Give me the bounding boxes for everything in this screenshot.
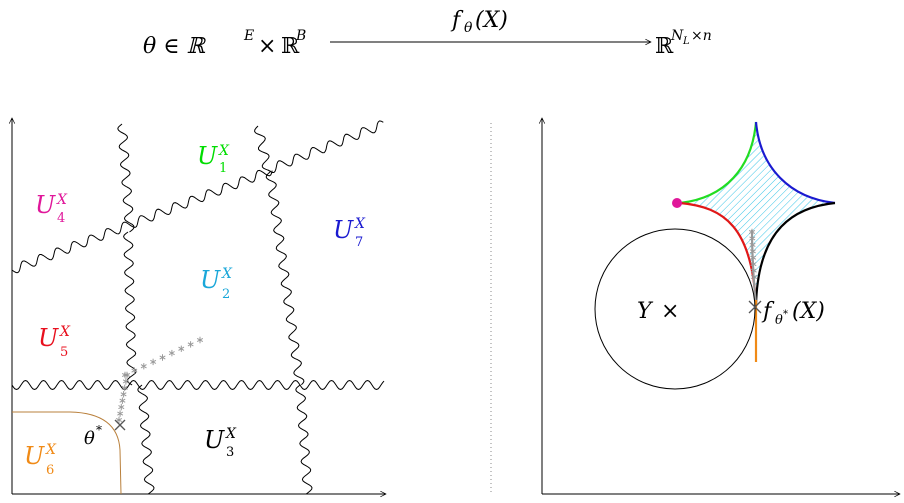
vertex-dot (672, 198, 682, 208)
output-star (750, 267, 757, 274)
region-label-u5: U 5 X (38, 324, 71, 360)
u4-sup: X (56, 192, 68, 208)
path-star (140, 363, 147, 370)
codomain-sup-rest: ×n (691, 28, 712, 44)
boundary-u5-u2 (123, 231, 137, 386)
output-path-stars (748, 228, 758, 281)
u5-letter: U (38, 324, 59, 352)
codomain-label: ℝ (655, 34, 674, 59)
u6-letter: U (24, 442, 45, 470)
boundary-u2-u7 (265, 171, 305, 386)
path-star (178, 345, 185, 352)
region-boundaries (11, 120, 385, 495)
u3-sup: X (225, 426, 237, 442)
y-circle (594, 228, 756, 390)
u1-sup: X (218, 143, 230, 159)
output-star (749, 235, 756, 242)
path-star (117, 410, 124, 417)
region-label-u3: U 3 X (204, 426, 237, 460)
u5-sup: X (59, 324, 71, 340)
boundary-u4-u1-lower (11, 169, 273, 274)
region-u6-boundary (12, 411, 122, 495)
y-mark: × (661, 299, 679, 324)
arc-blue (754, 121, 836, 205)
region-label-u4: U 4 X (35, 191, 68, 226)
right-panel: Y × f θ * (X) (542, 118, 900, 494)
domain-sup-b: B (295, 28, 306, 44)
u2-sub: 2 (222, 287, 230, 302)
path-star (150, 358, 157, 366)
y-label: Y (637, 299, 654, 324)
u7-sup: X (354, 216, 366, 232)
output-star (750, 273, 758, 281)
region-label-u7: U 7 X (333, 216, 366, 250)
optimization-path-stars (115, 336, 204, 424)
theta-star-sup: * (96, 423, 102, 437)
theta-star-marker (114, 419, 126, 431)
region-label-u6: U 6 X (24, 442, 57, 478)
left-panel: θ * U 1 X U 2 X U 3 X U 4 X U 5 X U (12, 118, 386, 494)
arc-black (754, 201, 836, 306)
arc-green (679, 121, 758, 205)
codomain-sup-sub: L (682, 36, 690, 47)
map-arg: (X) (475, 8, 508, 33)
u5-sub: 5 (60, 345, 68, 360)
u6-sub: 6 (46, 463, 54, 478)
boundary-u6-u3 (137, 384, 155, 495)
u7-sub: 7 (355, 235, 363, 250)
feasible-hatched-region (680, 122, 835, 305)
domain-sup-e: E (243, 28, 254, 44)
path-star (159, 354, 166, 361)
map-label: f (450, 8, 464, 33)
u1-letter: U (197, 142, 218, 170)
u1-sub: 1 (219, 161, 227, 176)
u4-sub: 4 (57, 211, 65, 226)
output-star (749, 248, 756, 255)
domain-r2: ℝ (281, 34, 300, 59)
times-sign: × (258, 34, 276, 59)
path-star (187, 341, 194, 348)
path-star (196, 336, 204, 344)
header-formula: θ ∈ ℝ E × ℝ B f θ (X) ℝ N L ×n (143, 8, 712, 59)
boundary-u1-notch (254, 125, 272, 172)
path-star (123, 371, 131, 379)
f-sub-sup: * (783, 309, 788, 320)
u2-sup: X (221, 266, 233, 282)
path-star (115, 416, 123, 424)
f-sub: θ (775, 313, 783, 328)
output-star (750, 254, 757, 261)
f-theta-star-marker (748, 300, 762, 314)
path-star (119, 397, 126, 404)
f-arg: (X) (792, 299, 825, 324)
path-star (131, 367, 138, 374)
region-label-u2: U 2 X (200, 266, 233, 302)
u3-letter: U (204, 426, 225, 454)
output-star (749, 241, 756, 249)
path-star (120, 391, 127, 398)
boundary-u1-u7 (267, 120, 384, 173)
theta-star-label: θ (84, 428, 95, 449)
region-label-u1: U 1 X (197, 142, 230, 176)
f-label: f (761, 299, 775, 324)
output-star (750, 260, 757, 268)
codomain-sup: N (670, 28, 684, 44)
path-star (121, 384, 128, 392)
output-star (748, 228, 756, 236)
u6-sup: X (45, 442, 57, 458)
domain-label: θ ∈ ℝ (143, 34, 207, 59)
path-star (122, 378, 129, 385)
u4-letter: U (35, 191, 56, 219)
u7-letter: U (333, 216, 354, 244)
boundary-u3-right (295, 384, 313, 495)
u2-letter: U (200, 266, 221, 294)
map-sub: θ (464, 20, 473, 36)
boundary-horizontal (11, 379, 385, 391)
boundary-u4-u1 (117, 123, 135, 233)
path-star (168, 349, 175, 357)
u3-sub: 3 (226, 445, 234, 460)
path-star (118, 403, 125, 411)
